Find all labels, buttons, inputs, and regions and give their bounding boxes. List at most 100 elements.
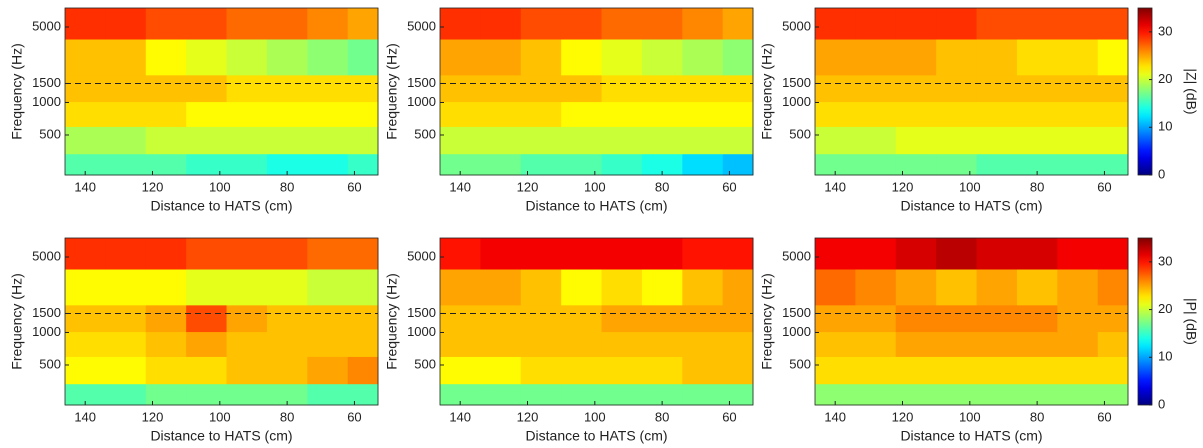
y-tick-label: 5000 xyxy=(782,248,811,263)
heatmap-cell xyxy=(601,304,643,333)
heatmap-cell xyxy=(561,38,603,76)
heatmap-cell xyxy=(65,356,106,385)
plot-frame xyxy=(814,7,1129,176)
heatmap-cell xyxy=(561,126,603,155)
heatmap-cell xyxy=(226,268,268,306)
y-tick-label: 1000 xyxy=(782,324,811,339)
heatmap-cell xyxy=(145,74,187,103)
heatmap-cell xyxy=(480,101,522,127)
x-tick-label: 100 xyxy=(209,179,231,194)
y-axis-label: Frequency (Hz) xyxy=(9,273,25,369)
y-tick-label: 1500 xyxy=(782,75,811,90)
heatmap-cell xyxy=(440,331,481,357)
heatmap-cell xyxy=(1016,101,1058,127)
heatmap-cell xyxy=(722,304,754,333)
heatmap-cell xyxy=(855,126,897,155)
heatmap-cell xyxy=(1057,153,1099,176)
heatmap-cell xyxy=(601,383,643,406)
heatmap-cell xyxy=(266,268,308,306)
heatmap-cell xyxy=(1016,304,1058,333)
heatmap-cell xyxy=(226,38,268,76)
heatmap-cell xyxy=(641,8,683,40)
heatmap-cell xyxy=(440,383,481,406)
heatmap-cell xyxy=(976,304,1018,333)
heatmap-cell xyxy=(347,8,379,40)
heatmap-cell xyxy=(936,383,978,406)
heatmap-cell xyxy=(855,383,897,406)
heatmap-cell xyxy=(815,304,856,333)
heatmap-cell xyxy=(936,8,978,40)
heatmap-cell xyxy=(226,331,268,357)
heatmap-cell xyxy=(347,74,379,103)
colorbar-tick-label: 0 xyxy=(1158,396,1165,411)
heatmap-cell xyxy=(682,153,724,176)
heatmap-cell xyxy=(815,38,856,76)
x-tick-label: 100 xyxy=(584,179,606,194)
heatmap-cell xyxy=(855,74,897,103)
heatmap-cell xyxy=(641,356,683,385)
heatmap-cell xyxy=(1057,8,1099,40)
heatmap-cell xyxy=(895,356,937,385)
heatmap-cell xyxy=(936,238,978,270)
heatmap-cell xyxy=(641,238,683,270)
heatmap-cell xyxy=(682,38,724,76)
x-tick-label: 140 xyxy=(824,179,846,194)
x-tick-label: 120 xyxy=(142,179,164,194)
x-tick-label: 120 xyxy=(517,409,539,424)
heatmap-cell xyxy=(1057,383,1099,406)
heatmap-cell xyxy=(307,8,349,40)
heatmap-cell xyxy=(722,383,754,406)
heatmap-cell xyxy=(105,304,147,333)
heatmap-cell xyxy=(976,8,1018,40)
heatmap-cell xyxy=(480,383,522,406)
heatmap-cell xyxy=(895,126,937,155)
heatmap-cell xyxy=(440,74,481,103)
heatmap-cell xyxy=(641,153,683,176)
heatmap-cell xyxy=(976,126,1018,155)
heatmap-cell xyxy=(480,331,522,357)
heatmap-cell xyxy=(307,268,349,306)
heatmap-cell xyxy=(65,304,106,333)
heatmap-cell xyxy=(855,38,897,76)
y-tick-label: 5000 xyxy=(407,18,436,33)
heatmap-cell xyxy=(347,268,379,306)
y-tick-label: 1000 xyxy=(32,324,61,339)
heatmap-cell xyxy=(105,8,147,40)
x-tick-label: 60 xyxy=(722,409,736,424)
heatmap-cell xyxy=(226,101,268,127)
heatmap-cell xyxy=(145,38,187,76)
heatmap-cell xyxy=(601,238,643,270)
colorbar-tick-label: 0 xyxy=(1158,166,1165,181)
heatmap-cell xyxy=(601,126,643,155)
heatmap-cell xyxy=(855,268,897,306)
heatmap-cell xyxy=(1057,331,1099,357)
heatmap-cell xyxy=(895,74,937,103)
heatmap-cell xyxy=(1097,383,1129,406)
heatmap-cell xyxy=(307,331,349,357)
colorbar-tick-label: 30 xyxy=(1158,253,1172,268)
heatmap-cell xyxy=(976,101,1018,127)
colorbar-label: |Z| (dB) xyxy=(1183,68,1199,114)
heatmap-cell xyxy=(226,383,268,406)
heatmap-cell xyxy=(1016,331,1058,357)
y-tick-label: 5000 xyxy=(407,248,436,263)
heatmap-cell xyxy=(601,38,643,76)
heatmap-cell xyxy=(65,268,106,306)
y-axis-label: Frequency (Hz) xyxy=(9,43,25,139)
heatmap-cell xyxy=(266,331,308,357)
heatmap-cell xyxy=(682,238,724,270)
heatmap-cell xyxy=(186,356,228,385)
x-tick-label: 60 xyxy=(347,179,361,194)
heatmap-cell xyxy=(266,153,308,176)
heatmap-cell xyxy=(815,126,856,155)
heatmap-cell xyxy=(186,153,228,176)
plot-frame xyxy=(439,7,754,176)
heatmap-cell xyxy=(682,8,724,40)
heatmap-cell xyxy=(105,101,147,127)
heatmap-cell xyxy=(722,101,754,127)
heatmap-cell xyxy=(307,383,349,406)
heatmap-cell xyxy=(936,126,978,155)
heatmap-cell xyxy=(105,356,147,385)
